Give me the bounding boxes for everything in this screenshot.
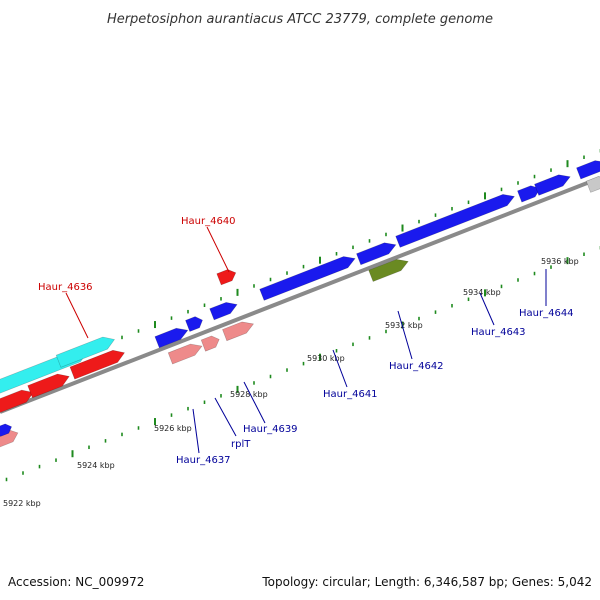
genome-backbone (0, 176, 600, 414)
leader-line-haur-4643 (479, 292, 495, 326)
feature-red-4640 (216, 269, 237, 286)
feature-red-2 (27, 373, 70, 399)
feature-blue-left (0, 423, 12, 437)
gene-label-rplt: rplT (231, 439, 251, 450)
feature-blue-4643 (395, 194, 515, 248)
scale-label-5924: 5924 kbp (77, 461, 115, 470)
feature-red-3 (69, 349, 126, 380)
feature-blue-4644 (534, 174, 571, 196)
leader-line-haur-4641 (332, 349, 348, 388)
feature-blue-4643b (517, 185, 541, 203)
scale-label-5930: 5930 kbp (307, 354, 345, 363)
feature-blue-4641 (259, 256, 356, 301)
feature-blue-4639a (209, 302, 238, 321)
scale-label-5928: 5928 kbp (230, 390, 268, 399)
gene-label-haur-4643: Haur_4643 (471, 327, 526, 338)
scale-label-5922: 5922 kbp (3, 499, 41, 508)
leader-line-haur-4637 (192, 408, 200, 454)
gene-label-haur-4640: Haur_4640 (181, 216, 236, 227)
feature-olive-4642 (368, 259, 409, 282)
feature-grey-edge (585, 176, 600, 193)
feature-blue-4641b (356, 242, 397, 266)
feature-pink-2 (200, 335, 220, 352)
feature-pink-1 (167, 343, 203, 365)
gene-label-haur-4641: Haur_4641 (323, 389, 378, 400)
gene-label-haur-4636: Haur_4636 (38, 282, 93, 293)
gene-label-haur-4644: Haur_4644 (519, 308, 574, 319)
gene-label-haur-4639: Haur_4639 (243, 424, 298, 435)
feature-blue-4637 (154, 327, 189, 349)
scale-label-5926: 5926 kbp (154, 424, 192, 433)
feature-pink-3 (222, 321, 255, 342)
leader-line-haur-4639 (243, 381, 266, 424)
leader-line-haur-4636 (65, 292, 89, 339)
scale-label-5936: 5936 kbp (541, 257, 579, 266)
accession-text: Accession: NC_009972 (8, 575, 144, 589)
feature-blue-edge (576, 160, 600, 180)
leader-line-haur-4640 (206, 226, 230, 273)
feature-cyan-2 (55, 336, 116, 368)
feature-blue-rplt (185, 316, 203, 332)
feature-red-1 (0, 389, 34, 413)
leader-line-rplt (214, 397, 237, 437)
topology-text: Topology: circular; Length: 6,346,587 bp… (261, 575, 592, 589)
inner-tick-row (5, 246, 600, 482)
leader-line-haur-4642 (397, 310, 413, 360)
map-title: Herpetosiphon aurantiacus ATCC 23779, co… (107, 12, 493, 27)
scale-label-5932: 5932 kbp (385, 321, 423, 330)
gene-features (0, 160, 600, 448)
gene-label-haur-4642: Haur_4642 (389, 361, 444, 372)
scale-label-5934: 5934 kbp (463, 288, 501, 297)
gene-label-haur-4637: Haur_4637 (176, 455, 231, 466)
